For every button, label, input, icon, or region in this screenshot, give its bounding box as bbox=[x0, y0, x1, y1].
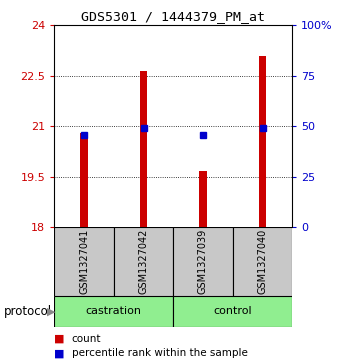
Text: ■: ■ bbox=[54, 334, 65, 344]
Title: GDS5301 / 1444379_PM_at: GDS5301 / 1444379_PM_at bbox=[81, 10, 265, 23]
Bar bbox=[259, 56, 266, 227]
Bar bbox=[199, 171, 206, 227]
Bar bbox=[54, 296, 173, 327]
Bar bbox=[173, 296, 292, 327]
Bar bbox=[233, 227, 292, 296]
Text: protocol: protocol bbox=[4, 305, 52, 318]
Text: ■: ■ bbox=[54, 348, 65, 358]
Text: control: control bbox=[214, 306, 252, 316]
Text: GSM1327042: GSM1327042 bbox=[139, 229, 148, 294]
Text: ▶: ▶ bbox=[47, 306, 56, 317]
Text: GSM1327041: GSM1327041 bbox=[79, 229, 89, 294]
Text: count: count bbox=[72, 334, 101, 344]
Text: percentile rank within the sample: percentile rank within the sample bbox=[72, 348, 248, 358]
Bar bbox=[80, 133, 88, 227]
Bar bbox=[140, 71, 147, 227]
Text: GSM1327040: GSM1327040 bbox=[258, 229, 267, 294]
Text: GSM1327039: GSM1327039 bbox=[198, 229, 208, 294]
Bar bbox=[114, 227, 173, 296]
Bar bbox=[173, 227, 233, 296]
Text: castration: castration bbox=[86, 306, 142, 316]
Bar bbox=[54, 227, 114, 296]
